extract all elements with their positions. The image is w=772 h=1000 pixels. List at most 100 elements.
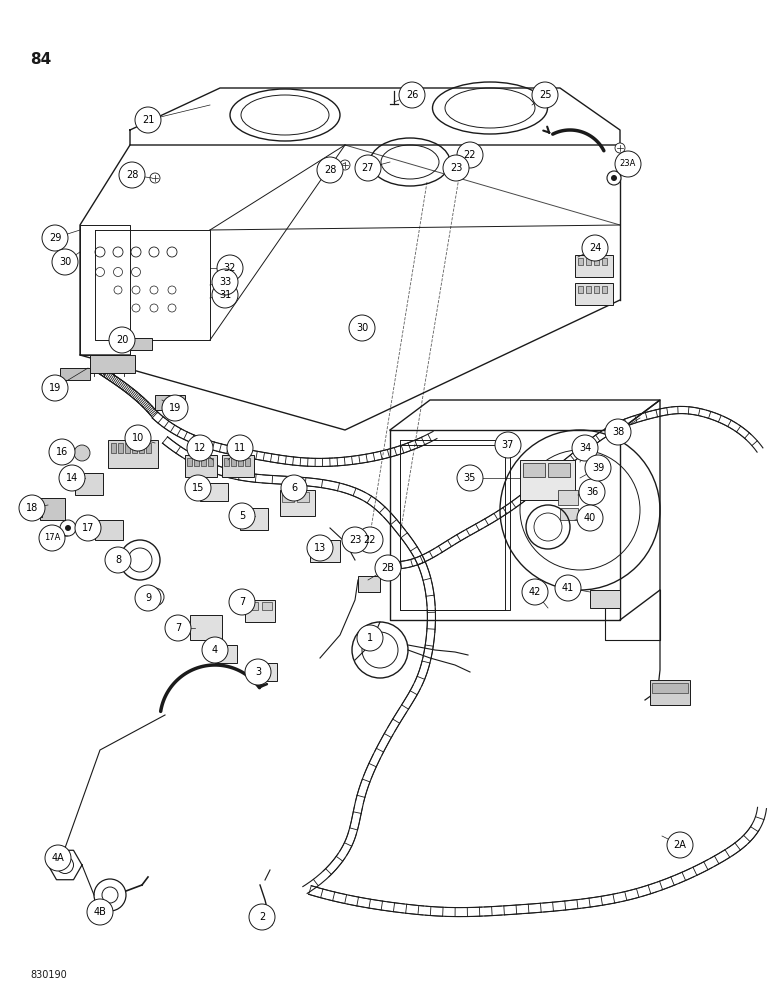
Bar [201, 458, 206, 466]
Circle shape [582, 235, 608, 261]
Text: 38: 38 [612, 427, 624, 437]
Circle shape [162, 395, 188, 421]
Circle shape [577, 505, 603, 531]
Text: 14: 14 [66, 473, 78, 483]
Circle shape [42, 375, 68, 401]
Bar [575, 283, 613, 305]
Bar [310, 540, 340, 562]
Circle shape [555, 575, 581, 601]
Text: 7: 7 [239, 597, 245, 607]
Text: 20: 20 [116, 335, 128, 345]
Circle shape [522, 579, 548, 605]
Text: 28: 28 [126, 170, 138, 180]
Circle shape [39, 525, 65, 551]
Text: 2B: 2B [381, 563, 394, 573]
Circle shape [615, 151, 641, 177]
Text: 25: 25 [539, 90, 551, 100]
Circle shape [667, 832, 693, 858]
Circle shape [457, 142, 483, 168]
Bar [602, 286, 607, 293]
Text: 31: 31 [219, 290, 231, 300]
Bar [240, 508, 268, 530]
Text: 29: 29 [49, 233, 61, 243]
Bar [40, 498, 65, 520]
Circle shape [585, 455, 611, 481]
Circle shape [109, 327, 135, 353]
Circle shape [45, 845, 71, 871]
Circle shape [357, 527, 383, 553]
Circle shape [340, 160, 350, 170]
Bar [358, 576, 380, 592]
Bar [155, 395, 185, 410]
Circle shape [217, 255, 243, 281]
Bar [255, 663, 277, 681]
Bar [560, 508, 578, 520]
Bar [118, 443, 123, 453]
Circle shape [532, 82, 558, 108]
Circle shape [212, 282, 238, 308]
Circle shape [185, 475, 211, 501]
Circle shape [443, 155, 469, 181]
Text: 8: 8 [115, 555, 121, 565]
Bar [262, 602, 272, 610]
Text: 6: 6 [291, 483, 297, 493]
Circle shape [349, 315, 375, 341]
Text: 9: 9 [145, 593, 151, 603]
Bar [602, 258, 607, 265]
Text: 19: 19 [169, 403, 181, 413]
Text: 39: 39 [592, 463, 604, 473]
Text: 21: 21 [142, 115, 154, 125]
Circle shape [495, 432, 521, 458]
Text: 7: 7 [175, 623, 181, 633]
Bar [222, 455, 254, 477]
Circle shape [615, 143, 625, 153]
Circle shape [135, 585, 161, 611]
Bar [575, 255, 613, 277]
Bar [208, 458, 213, 466]
Circle shape [357, 625, 383, 651]
Text: 33: 33 [219, 277, 231, 287]
Text: 19: 19 [49, 383, 61, 393]
Circle shape [229, 503, 255, 529]
Circle shape [457, 465, 483, 491]
Bar [558, 490, 578, 505]
Bar [185, 455, 217, 477]
Circle shape [74, 445, 90, 461]
Bar [130, 338, 152, 350]
Bar [586, 286, 591, 293]
Text: 2A: 2A [673, 840, 686, 850]
Text: 26: 26 [406, 90, 418, 100]
Text: 35: 35 [464, 473, 476, 483]
Bar [194, 458, 199, 466]
Bar [248, 602, 258, 610]
Circle shape [249, 904, 275, 930]
Bar [245, 458, 250, 466]
Text: 1: 1 [367, 633, 373, 643]
Bar [652, 683, 688, 693]
Bar [60, 368, 90, 380]
Text: 30: 30 [356, 323, 368, 333]
Circle shape [105, 547, 131, 573]
Circle shape [49, 439, 75, 465]
Circle shape [87, 899, 113, 925]
Text: 13: 13 [314, 543, 326, 553]
Circle shape [375, 555, 401, 581]
Text: 23: 23 [349, 535, 361, 545]
Bar [139, 443, 144, 453]
Circle shape [59, 465, 85, 491]
Circle shape [227, 435, 253, 461]
Bar [548, 463, 570, 477]
Text: 42: 42 [529, 587, 541, 597]
Circle shape [135, 107, 161, 133]
Bar [95, 520, 123, 540]
Text: 40: 40 [584, 513, 596, 523]
Circle shape [317, 157, 343, 183]
Text: 23: 23 [450, 163, 462, 173]
Bar [523, 463, 545, 477]
Text: 4A: 4A [52, 853, 64, 863]
Bar [132, 443, 137, 453]
Circle shape [355, 155, 381, 181]
Circle shape [579, 479, 605, 505]
Bar [187, 458, 192, 466]
Bar [594, 286, 599, 293]
